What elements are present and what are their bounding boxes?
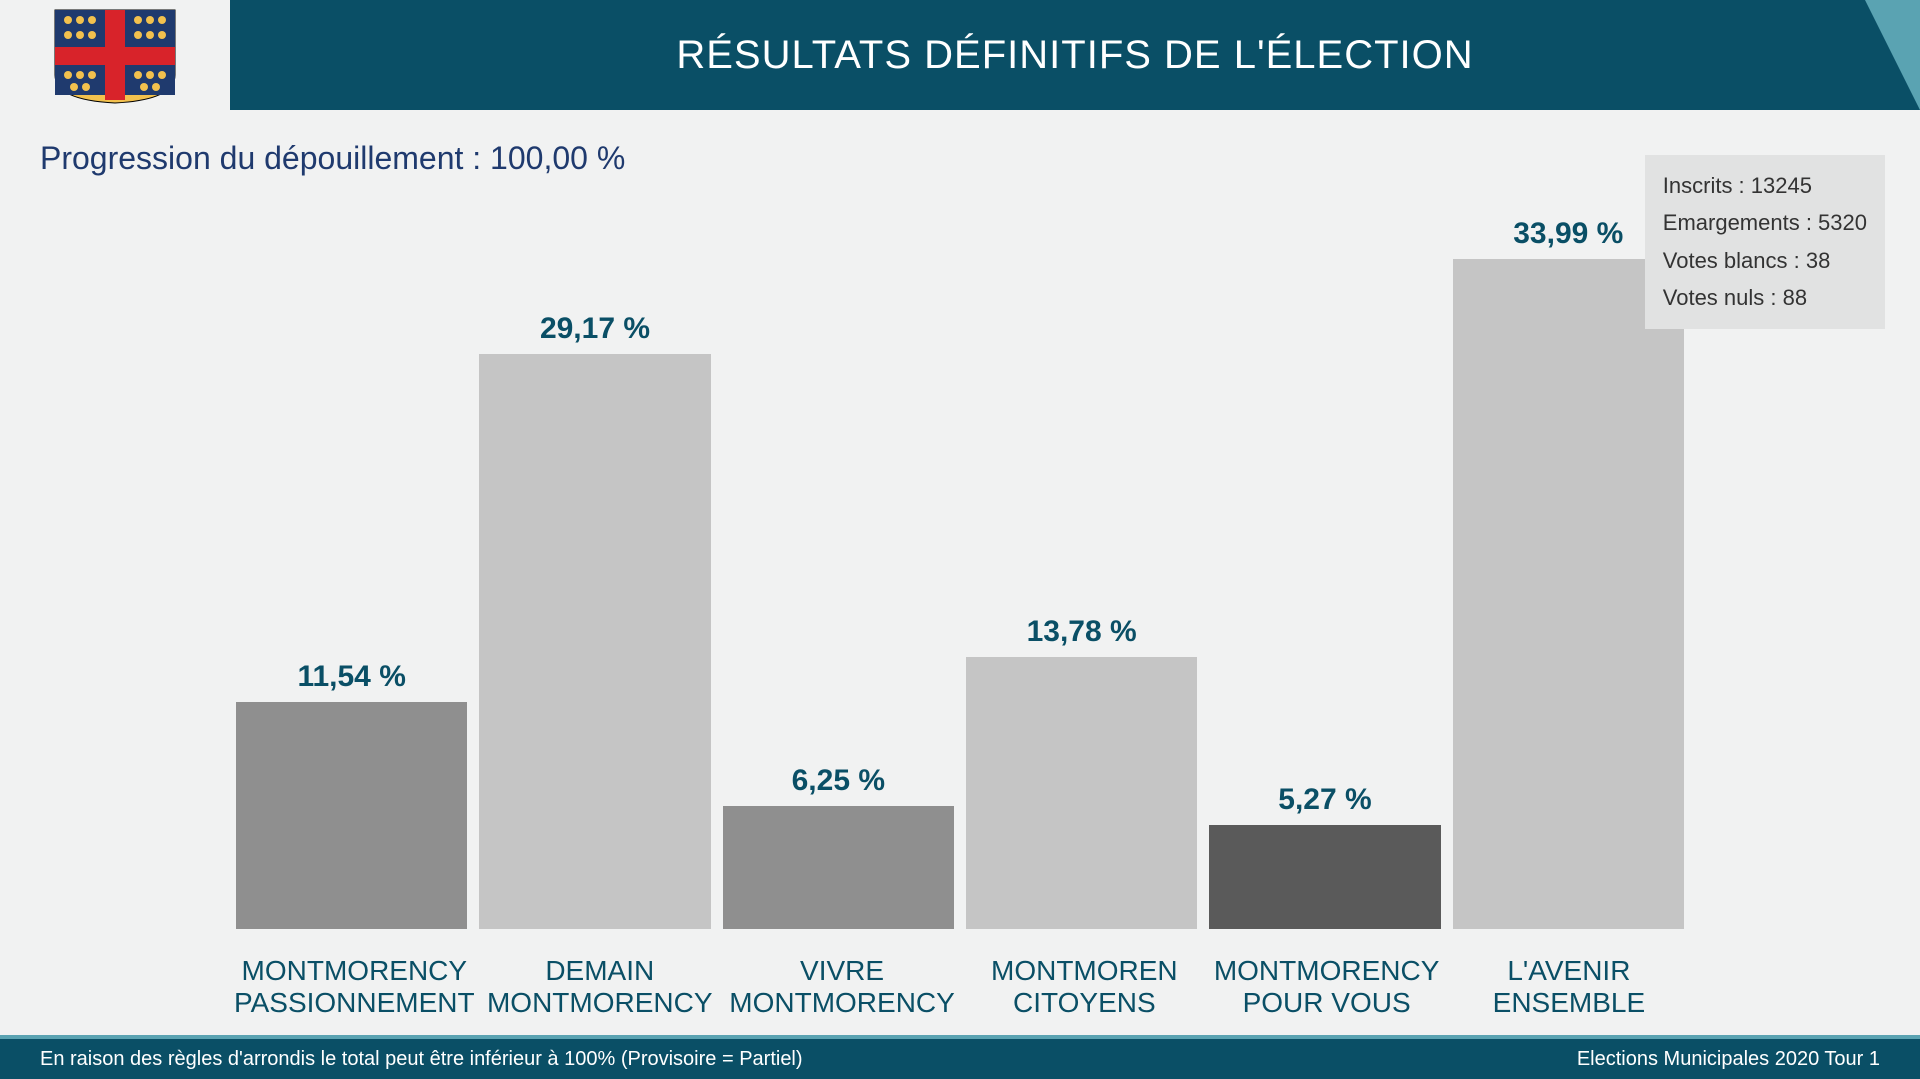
- stats-line: Emargements : 5320: [1663, 204, 1867, 241]
- bar-category-label: DEMAINMONTMORENCY: [479, 945, 721, 1019]
- bar-category-label: MONTMORENCITOYENS: [963, 945, 1205, 1019]
- bar-column: 11,54 %: [230, 200, 473, 929]
- stats-line: Votes blancs : 38: [1663, 242, 1867, 279]
- bar: [1209, 825, 1440, 929]
- bar-category-label: MONTMORENCYPASSIONNEMENT: [230, 945, 479, 1019]
- bar-value-label: 33,99 %: [1513, 217, 1623, 251]
- footer: En raison des règles d'arrondis le total…: [0, 1035, 1920, 1079]
- bar-category-label: L'AVENIRENSEMBLE: [1448, 945, 1690, 1019]
- bar-column: 6,25 %: [717, 200, 960, 929]
- stats-box: Inscrits : 13245 Emargements : 5320 Vote…: [1645, 155, 1885, 329]
- bar-chart-labels: MONTMORENCYPASSIONNEMENTDEMAINMONTMORENC…: [230, 945, 1690, 1019]
- bar-value-label: 6,25 %: [792, 764, 885, 798]
- bar: [723, 806, 954, 929]
- bar-column: 5,27 %: [1203, 200, 1446, 929]
- bar: [1453, 259, 1684, 929]
- bar-value-label: 11,54 %: [297, 660, 405, 694]
- bar-value-label: 29,17 %: [540, 312, 650, 346]
- page-title: RÉSULTATS DÉFINITIFS DE L'ÉLECTION: [676, 33, 1473, 78]
- bar-category-label: MONTMORENCYPOUR VOUS: [1205, 945, 1447, 1019]
- bar: [479, 354, 710, 929]
- coat-of-arms-icon: [50, 5, 180, 105]
- stats-line: Inscrits : 13245: [1663, 167, 1867, 204]
- bar-value-label: 5,27 %: [1278, 783, 1371, 817]
- bar-column: 13,78 %: [960, 200, 1203, 929]
- title-bar: RÉSULTATS DÉFINITIFS DE L'ÉLECTION: [230, 0, 1920, 110]
- bar-column: 29,17 %: [473, 200, 716, 929]
- header: RÉSULTATS DÉFINITIFS DE L'ÉLECTION: [0, 0, 1920, 110]
- progression-text: Progression du dépouillement : 100,00 %: [0, 110, 1920, 187]
- stats-line: Votes nuls : 88: [1663, 279, 1867, 316]
- logo-box: [0, 0, 230, 110]
- footer-note-left: En raison des règles d'arrondis le total…: [40, 1048, 803, 1071]
- bar: [236, 702, 467, 929]
- footer-note-right: Elections Municipales 2020 Tour 1: [1577, 1048, 1880, 1071]
- bar-category-label: VIVREMONTMORENCY: [721, 945, 963, 1019]
- bar-value-label: 13,78 %: [1027, 615, 1137, 649]
- title-accent: [1865, 0, 1920, 110]
- bar: [966, 657, 1197, 929]
- bar-chart: 11,54 % 29,17 % 6,25 % 13,78 % 5,27 % 33,99 %: [230, 200, 1690, 929]
